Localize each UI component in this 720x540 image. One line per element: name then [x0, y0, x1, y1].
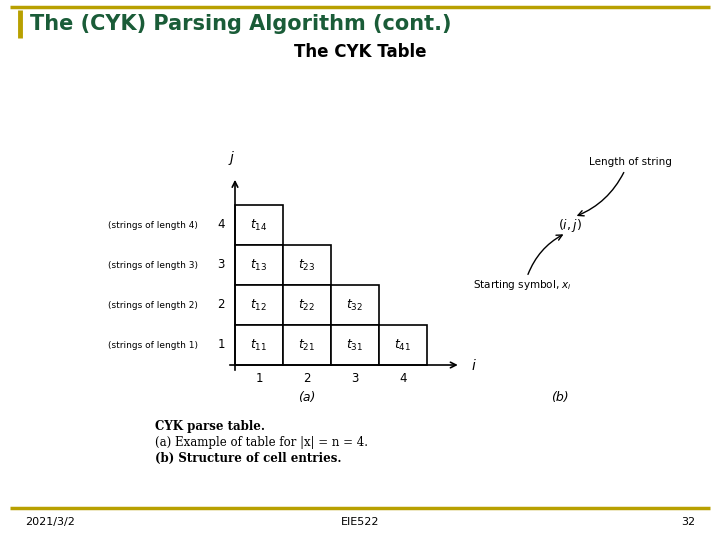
- Text: 4: 4: [217, 219, 225, 232]
- Text: $t_{13}$: $t_{13}$: [251, 258, 268, 273]
- Text: 32: 32: [681, 517, 695, 527]
- Text: $t_{11}$: $t_{11}$: [251, 338, 268, 353]
- Text: $t_{31}$: $t_{31}$: [346, 338, 364, 353]
- Text: 1: 1: [256, 373, 263, 386]
- Bar: [235, 285, 283, 325]
- Text: The (CYK) Parsing Algorithm (cont.): The (CYK) Parsing Algorithm (cont.): [30, 14, 451, 34]
- Text: $t_{41}$: $t_{41}$: [395, 338, 412, 353]
- Text: (a): (a): [298, 390, 315, 403]
- Text: EIE522: EIE522: [341, 517, 379, 527]
- Text: $t_{23}$: $t_{23}$: [298, 258, 315, 273]
- Text: CYK parse table.: CYK parse table.: [155, 420, 265, 433]
- Text: 3: 3: [351, 373, 359, 386]
- Text: 2: 2: [303, 373, 311, 386]
- Text: 2: 2: [217, 299, 225, 312]
- Text: $j$: $j$: [228, 149, 235, 167]
- Bar: [283, 325, 331, 365]
- Text: 3: 3: [217, 259, 225, 272]
- Text: (strings of length 3): (strings of length 3): [108, 260, 198, 269]
- Text: $t_{21}$: $t_{21}$: [298, 338, 315, 353]
- Text: $t_{12}$: $t_{12}$: [251, 298, 268, 313]
- Text: 4: 4: [400, 373, 407, 386]
- Text: (strings of length 4): (strings of length 4): [108, 220, 198, 230]
- Text: Starting symbol, $x_i$: Starting symbol, $x_i$: [472, 278, 572, 292]
- Text: Length of string: Length of string: [588, 157, 672, 167]
- Text: 1: 1: [217, 339, 225, 352]
- Bar: [283, 285, 331, 325]
- Bar: [283, 245, 331, 285]
- Text: $i$: $i$: [471, 357, 477, 373]
- Text: 2021/3/2: 2021/3/2: [25, 517, 75, 527]
- Text: (b) Structure of cell entries.: (b) Structure of cell entries.: [155, 452, 341, 465]
- Text: The CYK Table: The CYK Table: [294, 43, 426, 61]
- Text: (strings of length 1): (strings of length 1): [108, 341, 198, 349]
- Text: $(i, j)$: $(i, j)$: [558, 217, 582, 233]
- Bar: [235, 205, 283, 245]
- Bar: [331, 285, 379, 325]
- Bar: [379, 325, 427, 365]
- Text: $t_{14}$: $t_{14}$: [251, 218, 268, 233]
- Text: (a) Example of table for |x| = n = 4.: (a) Example of table for |x| = n = 4.: [155, 436, 368, 449]
- Text: (strings of length 2): (strings of length 2): [108, 300, 198, 309]
- Bar: [235, 245, 283, 285]
- Text: $t_{32}$: $t_{32}$: [346, 298, 364, 313]
- Bar: [235, 325, 283, 365]
- Text: $t_{22}$: $t_{22}$: [299, 298, 315, 313]
- Text: (b): (b): [552, 390, 569, 403]
- Bar: [331, 325, 379, 365]
